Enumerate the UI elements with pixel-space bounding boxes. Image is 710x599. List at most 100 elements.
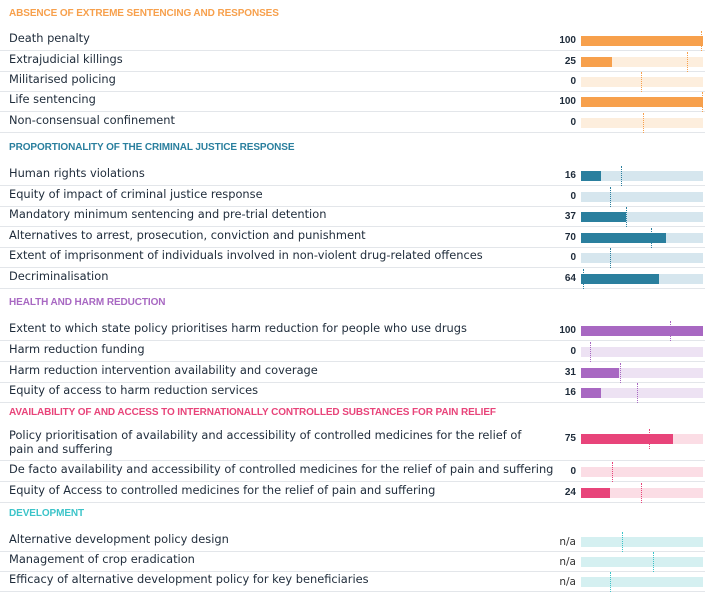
average-marker xyxy=(626,207,628,227)
indicator-score: 16 xyxy=(564,387,576,398)
average-marker xyxy=(701,92,703,112)
indicator-label: Efficacy of alternative development poli… xyxy=(9,572,369,586)
score-bar-track xyxy=(581,118,703,128)
row-divider xyxy=(0,226,705,227)
section-title: HEALTH AND HARM REDUCTION xyxy=(9,297,166,308)
score-bar xyxy=(581,388,601,398)
indicator-label: Human rights violations xyxy=(9,166,145,180)
average-marker xyxy=(610,187,612,207)
indicator-row: Life sentencing 100 xyxy=(0,92,710,112)
average-marker xyxy=(637,383,639,403)
score-bar-track xyxy=(581,388,703,398)
indicator-score: 0 xyxy=(570,117,576,128)
indicator-score: 0 xyxy=(570,252,576,263)
average-marker xyxy=(583,269,585,289)
row-divider xyxy=(0,91,705,92)
row-divider xyxy=(0,132,705,133)
score-bar xyxy=(581,274,660,284)
average-marker xyxy=(622,532,624,552)
score-bar xyxy=(581,488,611,498)
score-bar xyxy=(581,326,703,336)
row-divider xyxy=(0,402,705,403)
average-marker xyxy=(652,552,654,572)
indicator-label: Harm reduction intervention availability… xyxy=(9,363,318,377)
average-marker xyxy=(589,342,591,362)
average-marker xyxy=(687,52,689,72)
average-marker xyxy=(610,572,612,592)
indicator-row: Militarised policing 0 xyxy=(0,72,710,92)
indicator-label: Alternative development policy design xyxy=(9,532,229,546)
score-bar xyxy=(581,171,601,181)
indicator-score: 64 xyxy=(564,273,576,284)
indicator-row: Harm reduction intervention availability… xyxy=(0,363,710,383)
indicator-score: 24 xyxy=(564,487,576,498)
indicator-label: Death penalty xyxy=(9,31,90,45)
indicator-row: Non-consensual confinement 0 xyxy=(0,113,710,133)
row-divider xyxy=(0,551,705,552)
score-bar-track xyxy=(581,171,703,181)
indicator-row: Extrajudicial killings 25 xyxy=(0,52,710,72)
section-title: DEVELOPMENT xyxy=(9,508,85,519)
average-marker xyxy=(620,363,622,383)
score-bar-track xyxy=(581,77,703,87)
row-divider xyxy=(0,340,705,341)
section-title: PROPORTIONALITY OF THE CRIMINAL JUSTICE … xyxy=(9,142,295,153)
score-bar-track xyxy=(581,57,703,67)
indicator-label: Management of crop eradication xyxy=(9,552,195,566)
row-divider xyxy=(0,185,705,186)
indicator-score: 0 xyxy=(570,76,576,87)
average-marker xyxy=(700,31,702,51)
indicator-score: 100 xyxy=(559,325,576,336)
indicator-label: Extent of imprisonment of individuals in… xyxy=(9,248,483,262)
indicator-label: Extrajudicial killings xyxy=(9,52,123,66)
indicator-row: Policy prioritisation of availability an… xyxy=(0,428,710,461)
indicator-label: De facto availability and accessibility … xyxy=(9,462,554,476)
indicator-score: n/a xyxy=(559,576,576,588)
score-bar-track xyxy=(581,212,703,222)
average-marker xyxy=(621,166,623,186)
indicator-row: Mandatory minimum sentencing and pre-tri… xyxy=(0,207,710,227)
indicator-row: Alternatives to arrest, prosecution, con… xyxy=(0,228,710,248)
indicator-score: 0 xyxy=(570,346,576,357)
score-bar-track xyxy=(581,192,703,202)
indicator-label: Policy prioritisation of availability an… xyxy=(9,428,522,456)
row-divider xyxy=(0,502,705,503)
indicator-score: 100 xyxy=(559,35,576,46)
score-bar-track xyxy=(581,253,703,263)
indicator-label: Equity of Access to controlled medicines… xyxy=(9,483,436,497)
row-divider xyxy=(0,50,705,51)
indicator-row: Extent of imprisonment of individuals in… xyxy=(0,248,710,268)
indicator-score: 25 xyxy=(564,56,576,67)
average-marker xyxy=(640,72,642,92)
score-bar-track xyxy=(581,488,703,498)
average-marker xyxy=(650,228,652,248)
section-title: AVAILABILITY OF AND ACCESS TO INTERNATIO… xyxy=(9,407,496,418)
indicator-score: 0 xyxy=(570,191,576,202)
row-divider xyxy=(0,571,705,572)
indicator-score: 16 xyxy=(564,170,576,181)
score-bar-track xyxy=(581,368,703,378)
row-divider xyxy=(0,71,705,72)
indicator-row: De facto availability and accessibility … xyxy=(0,462,710,482)
indicator-row: Equity of access to harm reduction servi… xyxy=(0,383,710,403)
row-divider xyxy=(0,361,705,362)
average-marker xyxy=(643,113,645,133)
indicator-label: Equity of access to harm reduction servi… xyxy=(9,383,259,397)
indicator-label: Equity of impact of criminal justice res… xyxy=(9,187,263,201)
indicator-score: 100 xyxy=(559,96,576,107)
indicator-score: n/a xyxy=(559,556,576,568)
indicator-label: Decriminalisation xyxy=(9,269,109,283)
score-bar-track xyxy=(581,577,703,587)
indicator-score: 75 xyxy=(564,433,576,444)
average-marker xyxy=(611,462,613,482)
score-bar xyxy=(581,36,703,46)
score-bar-track xyxy=(581,347,703,357)
average-marker xyxy=(610,248,612,268)
row-divider xyxy=(0,591,705,592)
indicator-score: 37 xyxy=(564,211,576,222)
indicator-row: Human rights violations 16 xyxy=(0,166,710,186)
average-marker xyxy=(670,321,672,341)
indicator-label: Militarised policing xyxy=(9,72,116,86)
indicator-row: Death penalty 100 xyxy=(0,31,710,51)
row-divider xyxy=(0,267,705,268)
